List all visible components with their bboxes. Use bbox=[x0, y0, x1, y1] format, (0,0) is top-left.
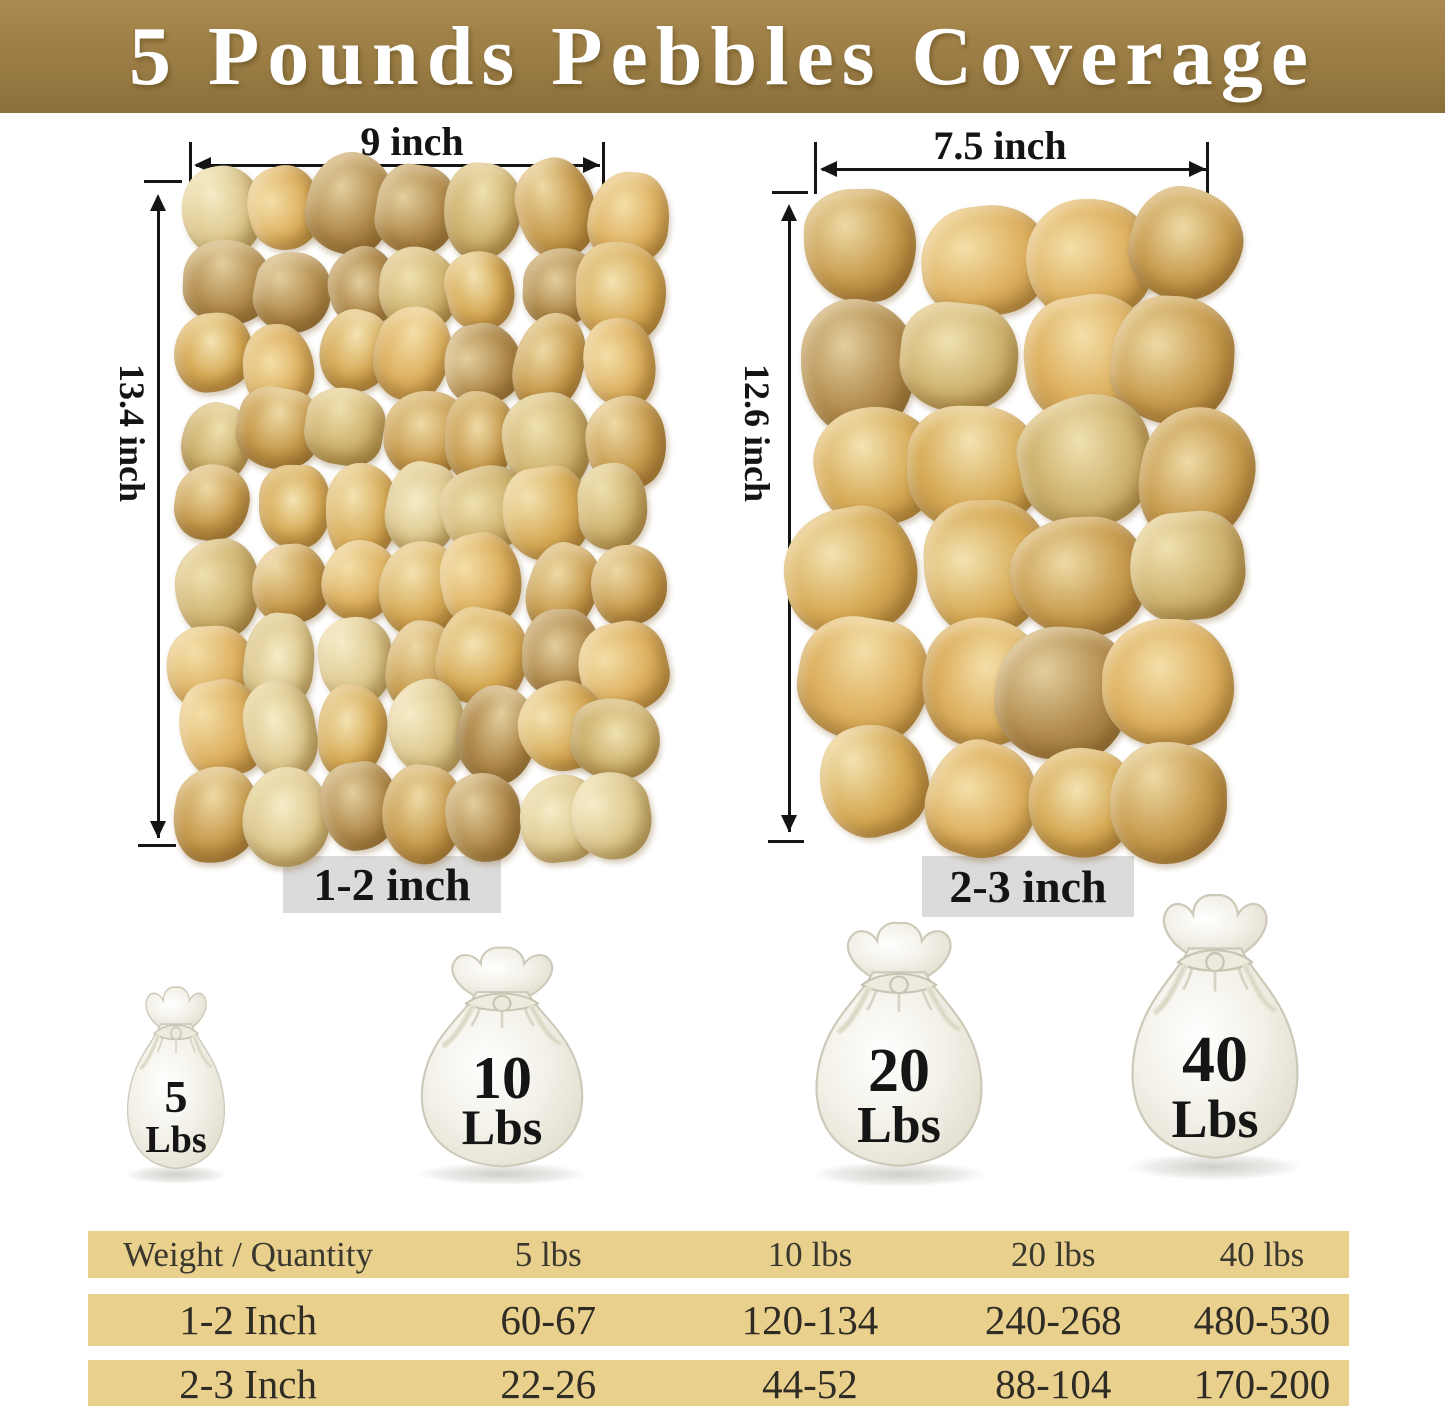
right-height-arrowhead-down bbox=[781, 815, 797, 832]
right-width-end-tick-left bbox=[814, 142, 817, 194]
right-height-end-bar-top bbox=[772, 191, 808, 194]
right-width-dimension-label: 7.5 inch bbox=[933, 123, 1067, 168]
table-cell: 44-52 bbox=[762, 1361, 858, 1407]
table-cell: 240-268 bbox=[984, 1297, 1122, 1343]
pebble bbox=[1008, 515, 1146, 639]
table-cell: 120-134 bbox=[741, 1297, 879, 1343]
bag-weight-unit: Lbs bbox=[461, 1098, 543, 1155]
bag-weight-unit: Lbs bbox=[145, 1119, 207, 1161]
table-header-cell: 10 lbs bbox=[767, 1234, 853, 1274]
pebble bbox=[440, 159, 526, 262]
right-width-arrowhead-left bbox=[820, 161, 837, 177]
page-title: 5 Pounds Pebbles Coverage bbox=[129, 10, 1316, 103]
right-width-arrowhead-right bbox=[1189, 161, 1206, 177]
pebble bbox=[590, 544, 668, 627]
left-width-end-tick-right bbox=[602, 142, 605, 194]
pebble bbox=[1100, 618, 1235, 746]
bag-20lbs: 20 Lbs bbox=[790, 920, 1008, 1192]
pebble bbox=[171, 310, 256, 395]
left-height-arrowhead-up bbox=[150, 194, 166, 211]
left-size-tag: 1-2 inch bbox=[283, 856, 501, 913]
left-height-end-bar-bottom bbox=[138, 844, 176, 847]
left-height-arrowhead-down bbox=[150, 821, 166, 838]
table-cell: 88-104 bbox=[995, 1361, 1112, 1407]
pebble bbox=[893, 296, 1023, 419]
pebble-photo-2-3-inch bbox=[773, 175, 1268, 872]
left-height-dimension-label: 13.4 inch bbox=[112, 363, 152, 503]
table-cell: 60-67 bbox=[500, 1297, 597, 1343]
right-height-dimension-label: 12.6 inch bbox=[737, 363, 777, 503]
table-header-cell: 20 lbs bbox=[1010, 1234, 1096, 1274]
right-height-arrowhead-up bbox=[781, 204, 797, 221]
table-header-cell: 40 lbs bbox=[1219, 1234, 1305, 1274]
table-header-cell: Weight / Quantity bbox=[123, 1234, 374, 1274]
table-cell: 22-26 bbox=[500, 1361, 597, 1407]
bag-weight-unit: Lbs bbox=[857, 1096, 941, 1154]
bag-10lbs: 10 Lbs bbox=[396, 945, 608, 1190]
table-cell: 170-200 bbox=[1193, 1361, 1331, 1407]
pebble bbox=[298, 382, 390, 471]
right-width-end-tick-right bbox=[1206, 142, 1209, 194]
pebble bbox=[806, 710, 941, 849]
pebble bbox=[238, 763, 334, 871]
pebble bbox=[1109, 740, 1229, 865]
right-width-dimension-line bbox=[822, 168, 1206, 171]
left-height-end-bar-top bbox=[144, 180, 182, 183]
pebble-photo-1-2-inch bbox=[164, 144, 677, 871]
bag-5lbs: 5 Lbs bbox=[112, 985, 240, 1188]
left-width-dimension-label: 9 inch bbox=[360, 119, 464, 164]
table-row: 1-2 Inch 60-67 120-134 240-268 480-530 bbox=[88, 1294, 1349, 1346]
right-size-tag: 2-3 inch bbox=[922, 856, 1134, 917]
pebble bbox=[172, 536, 262, 639]
pebble bbox=[1125, 507, 1250, 624]
table-cell: 480-530 bbox=[1193, 1297, 1331, 1343]
table-row: 2-3 Inch 22-26 44-52 88-104 170-200 bbox=[88, 1360, 1349, 1407]
bag-weight-number: 10 bbox=[472, 1044, 532, 1111]
table-header-row: Weight / Quantity 5 lbs 10 lbs 20 lbs 40… bbox=[88, 1231, 1349, 1278]
table-header-cell: 5 lbs bbox=[514, 1234, 582, 1274]
title-banner: 5 Pounds Pebbles Coverage bbox=[0, 0, 1445, 113]
bag-weight-unit: Lbs bbox=[1171, 1088, 1259, 1149]
pebble bbox=[803, 188, 917, 303]
left-height-dimension-line bbox=[157, 200, 160, 838]
table-cell: 1-2 Inch bbox=[179, 1297, 318, 1343]
left-width-end-tick-left bbox=[189, 142, 192, 194]
pebble bbox=[168, 458, 254, 547]
bag-weight-number: 5 bbox=[164, 1071, 188, 1123]
right-height-end-bar-bottom bbox=[768, 840, 804, 843]
pebble bbox=[258, 464, 332, 549]
left-width-arrowhead-right bbox=[583, 157, 600, 173]
bag-weight-number: 40 bbox=[1182, 1023, 1248, 1097]
right-height-dimension-line bbox=[788, 208, 791, 832]
bag-40lbs: 40 Lbs bbox=[1106, 892, 1324, 1186]
table-cell: 2-3 Inch bbox=[179, 1361, 318, 1407]
bag-weight-number: 20 bbox=[868, 1036, 930, 1105]
